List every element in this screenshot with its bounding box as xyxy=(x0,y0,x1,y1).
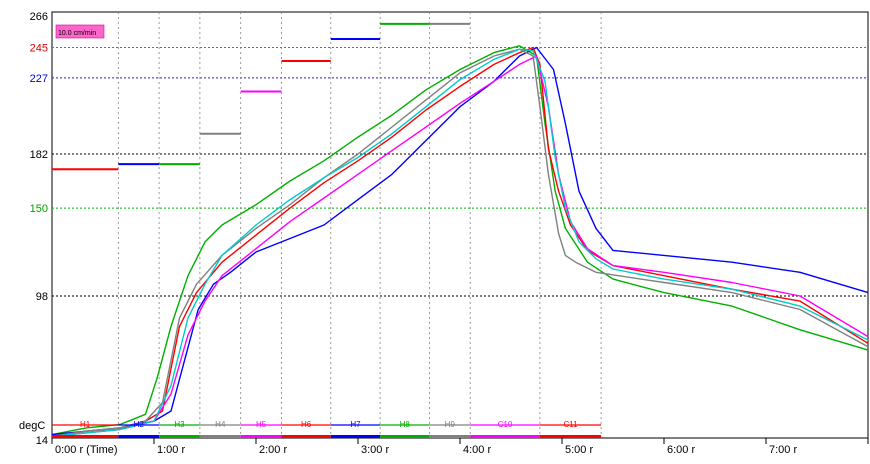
x-tick-label: 5:00 r xyxy=(565,444,593,456)
zone-label: H1 xyxy=(80,420,91,429)
x-tick-label: 7:00 r xyxy=(769,444,797,456)
y-tick-label: 266 xyxy=(30,11,48,23)
axis-layer: 10.0 cm/min degC 266 245 227 182 150 98 14 0:00… xyxy=(19,11,869,456)
x-tick-label: 3:00 r xyxy=(361,444,389,456)
setpoint-layer xyxy=(52,22,471,171)
rate-badge xyxy=(55,24,105,39)
zone-strip xyxy=(159,435,200,438)
zone-label: H9 xyxy=(445,420,456,429)
y-tick-label: 14 xyxy=(36,435,48,447)
zone-label: H6 xyxy=(301,420,312,429)
x-tick-label: 4:00 r xyxy=(463,444,491,456)
temperature-series xyxy=(51,48,869,437)
zone-strip xyxy=(281,435,331,438)
y-tick-label: 227 xyxy=(30,73,48,85)
zone-label: H2 xyxy=(134,420,145,429)
zone-strip xyxy=(429,435,471,438)
zone-label: C11 xyxy=(563,420,578,429)
x-tick-label: 1:00 r xyxy=(157,444,185,456)
temperature-series xyxy=(51,46,869,437)
temperature-series xyxy=(51,48,869,437)
zone-label: H5 xyxy=(256,420,267,429)
temperature-series xyxy=(51,46,869,436)
zone-strip xyxy=(380,435,430,438)
zone-strip xyxy=(52,435,119,438)
zone-strip xyxy=(470,435,540,438)
zone-strip xyxy=(539,435,602,438)
y-tick-label: 150 xyxy=(30,203,48,215)
zone-strip xyxy=(330,435,381,438)
zone-label: H3 xyxy=(174,420,185,429)
y-tick-label: 98 xyxy=(36,291,48,303)
x-tick-label: 6:00 r xyxy=(667,444,695,456)
temperature-series xyxy=(51,55,869,437)
zone-label: C10 xyxy=(498,420,513,429)
x-tick-label: 0:00 r (Time) xyxy=(55,444,118,456)
rate-badge-text: 10.0 cm/min xyxy=(58,30,96,37)
zone-strip xyxy=(240,435,282,438)
zone-label: H7 xyxy=(350,420,361,429)
zone-label: H8 xyxy=(400,420,411,429)
temperature-series xyxy=(51,45,869,436)
x-tick-label: 2:00 r xyxy=(259,444,287,456)
y-tick-label: 245 xyxy=(30,43,48,55)
zone-strip xyxy=(199,435,241,438)
series-layer xyxy=(51,45,869,437)
zone-layer: H1 H2 H3 H4 H5 H6 H7 H8 H9 C10 C11 xyxy=(52,420,602,438)
zone-strip xyxy=(118,435,160,438)
zone-label: H4 xyxy=(215,420,226,429)
y-axis-label: degC xyxy=(19,420,45,432)
y-tick-label: 182 xyxy=(30,149,48,161)
